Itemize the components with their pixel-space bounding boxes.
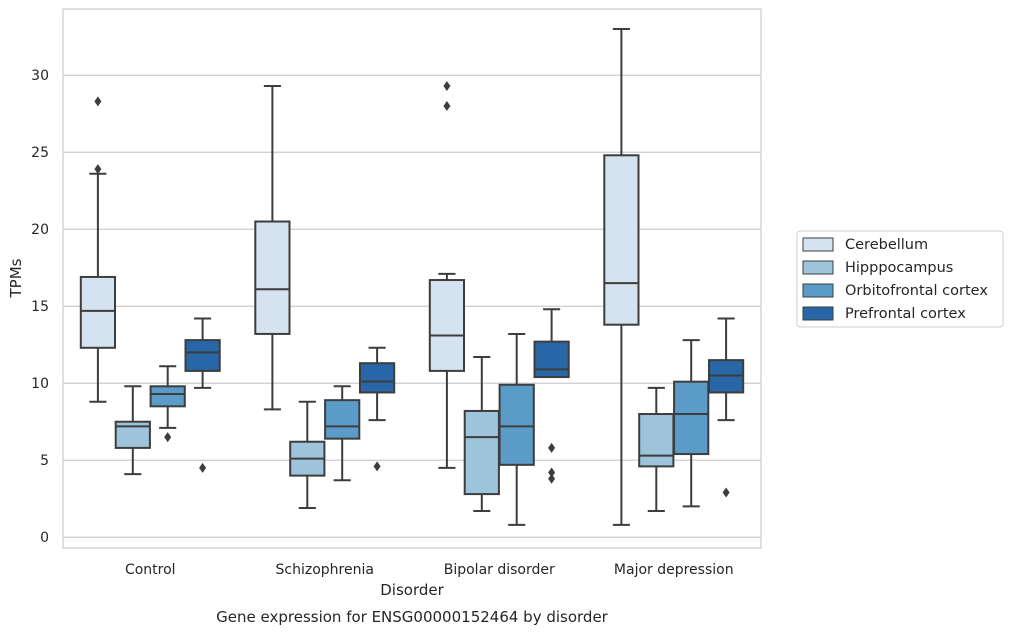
plot-frame	[62, 8, 762, 549]
box-groups	[79, 28, 745, 526]
box-cerebellum	[428, 81, 466, 469]
box-hipppocampus	[638, 386, 675, 513]
x-axis-label: Disorder	[380, 581, 444, 599]
x-tick-label: Schizophrenia	[276, 562, 374, 578]
box-body	[324, 399, 361, 440]
box-prefrontal-cortex	[184, 317, 221, 473]
y-tick-label-5: 5	[40, 453, 49, 469]
outlier-point	[548, 442, 556, 453]
y-tick-label-0: 0	[40, 530, 49, 546]
box-orbitofrontal-cortex	[673, 339, 710, 508]
box-body	[184, 339, 221, 372]
x-tick-label: Control	[125, 562, 176, 578]
box-orbitofrontal-cortex	[324, 385, 361, 482]
legend-label: Cerebellum	[845, 237, 928, 253]
box-body	[149, 385, 186, 408]
legend-frame	[796, 230, 1004, 328]
y-tick-label-15: 15	[31, 299, 49, 315]
outlier-point	[548, 473, 556, 484]
box-cerebellum	[254, 85, 291, 411]
outlier-point	[443, 101, 451, 112]
box-body	[79, 275, 117, 349]
legend-swatch	[802, 260, 834, 275]
outlier-point	[373, 461, 381, 472]
chart-caption: Gene expression for ENSG00000152464 by d…	[216, 608, 609, 626]
x-tick-label: Major depression	[614, 562, 734, 578]
outlier-point	[548, 467, 556, 478]
box-cerebellum	[79, 96, 117, 403]
box-prefrontal-cortex	[533, 308, 570, 484]
legend: Cerebellum Hipppocampus Orbitofrontal cort…	[796, 230, 1004, 328]
box-orbitofrontal-cortex	[149, 365, 186, 443]
box-body	[673, 380, 710, 456]
gridlines	[63, 74, 761, 538]
outlier-point	[443, 81, 451, 91]
box-body	[428, 279, 466, 372]
x-tick-label: Bipolar disorder	[444, 562, 555, 578]
box-body	[603, 154, 640, 326]
box-body	[498, 383, 535, 466]
legend-swatch	[802, 306, 834, 321]
legend-label: Prefrontal cortex	[845, 306, 966, 322]
box-body	[254, 220, 291, 335]
box-body	[358, 362, 396, 394]
box-body	[638, 413, 675, 468]
outlier-point	[199, 462, 207, 473]
x-tick-labels: Control Schizophrenia Bipolar disorder Majo…	[125, 562, 734, 578]
box-hipppocampus	[463, 356, 500, 513]
legend-swatch	[802, 237, 834, 252]
y-tick-label-20: 20	[31, 222, 49, 238]
y-tick-label-30: 30	[31, 68, 49, 84]
box-prefrontal-cortex	[707, 317, 745, 498]
legend-label: Orbitofrontal cortex	[845, 283, 988, 299]
box-orbitofrontal-cortex	[498, 332, 535, 526]
outlier-point	[164, 432, 172, 443]
y-tick-labels: 0 5 10 15 20 25 30	[31, 68, 49, 546]
outlier-point	[94, 96, 102, 107]
box-hipppocampus	[289, 400, 326, 509]
box-hipppocampus	[114, 385, 151, 476]
y-tick-label-25: 25	[31, 145, 49, 161]
y-tick-label-10: 10	[31, 376, 49, 392]
box-body	[463, 409, 500, 496]
box-body	[533, 340, 570, 379]
legend-swatch	[802, 283, 834, 298]
legend-label: Hipppocampus	[845, 260, 953, 276]
box-cerebellum	[603, 28, 640, 526]
box-prefrontal-cortex	[358, 346, 396, 472]
outlier-point	[722, 487, 730, 498]
outlier-point	[94, 164, 102, 175]
y-axis-label: TPMs	[7, 258, 25, 298]
